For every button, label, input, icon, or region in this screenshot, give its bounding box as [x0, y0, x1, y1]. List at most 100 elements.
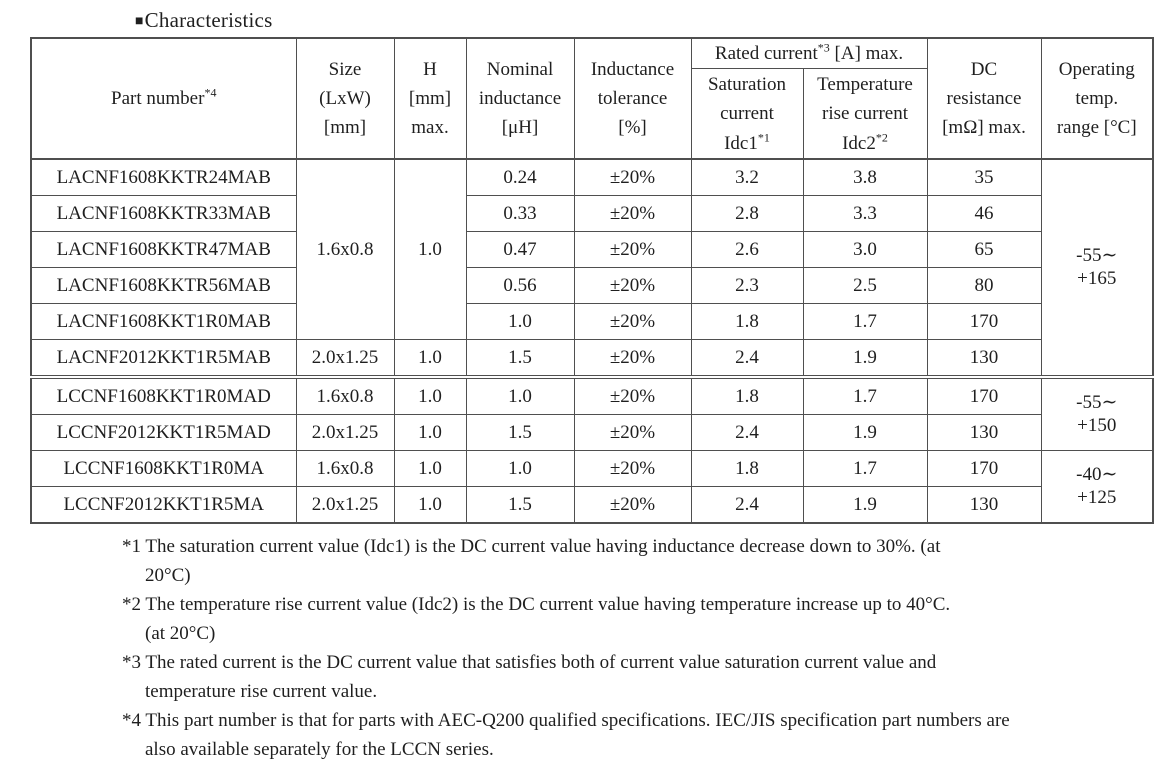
footnote-marker: *3: [122, 652, 141, 674]
tolerance-cell: ±20%: [573, 158, 692, 197]
tolerance-cell: ±20%: [573, 486, 692, 524]
table-row: LACNF1608KKTR56MAB 0.56 ±20% 2.3 2.5 80: [30, 267, 1153, 305]
part-number-cell: LCCNF2012KKT1R5MA: [30, 486, 297, 524]
idc1-cell: 2.6: [690, 231, 804, 269]
col-header-tolerance: Inductance tolerance [%]: [573, 37, 692, 160]
inductance-cell: 0.56: [465, 267, 575, 305]
idc1-cell: 1.8: [690, 375, 804, 416]
idc2-cell: 1.9: [802, 414, 928, 452]
part-number-cell: LACNF1608KKTR56MAB: [30, 267, 297, 305]
dc-resistance-cell: 170: [926, 450, 1042, 488]
tolerance-cell: ±20%: [573, 375, 692, 416]
idc1-cell: 2.3: [690, 267, 804, 305]
inductance-cell: 1.0: [465, 450, 575, 488]
col-header-dc-resistance: DC resistance [mΩ] max.: [926, 37, 1042, 160]
idc2-cell: 3.3: [802, 195, 928, 233]
inductance-cell: 0.47: [465, 231, 575, 269]
idc1-cell: 2.8: [690, 195, 804, 233]
part-number-cell: LACNF1608KKT1R0MAB: [30, 303, 297, 341]
header-row-2: Saturation current Idc1*1 Temperature ri…: [31, 68, 1153, 160]
table-row: LACNF1608KKT1R0MAB 1.0 ±20% 1.8 1.7 170: [30, 303, 1153, 341]
part-number-cell: LCCNF2012KKT1R5MAD: [30, 414, 297, 452]
inductance-cell: 1.0: [465, 375, 575, 416]
idc1-cell: 1.8: [690, 450, 804, 488]
col-header-operating-temp: Operating temp. range [°C]: [1040, 37, 1154, 160]
tolerance-cell: ±20%: [573, 231, 692, 269]
idc2-cell: 1.7: [802, 303, 928, 341]
height-cell: 1.0: [393, 414, 467, 452]
part-number-cell: LACNF1608KKTR24MAB: [30, 158, 297, 197]
page-title: ■Characteristics: [135, 8, 1176, 33]
footnote-text: This part number is that for parts with …: [145, 710, 1010, 761]
idc2-cell: 1.9: [802, 339, 928, 378]
footnote-4: *4 This part number is that for parts wi…: [122, 706, 1142, 764]
footnote-marker: *4: [122, 710, 141, 732]
dc-resistance-cell: 170: [926, 303, 1042, 341]
characteristics-table: Part number*4 Size (LxW) [mm] H [mm] max…: [30, 37, 1154, 525]
inductance-cell: 1.5: [465, 486, 575, 524]
tolerance-cell: ±20%: [573, 267, 692, 305]
idc2-cell: 1.7: [802, 450, 928, 488]
footnote-3: *3 The rated current is the DC current v…: [122, 648, 1142, 706]
part-number-cell: LCCNF1608KKT1R0MA: [30, 450, 297, 488]
footnote-text: The saturation current value (Idc1) is t…: [145, 536, 941, 587]
size-cell: 1.6x0.8: [295, 158, 395, 341]
dc-resistance-cell: 35: [926, 158, 1042, 197]
size-cell: 2.0x1.25: [295, 486, 395, 524]
idc1-cell: 2.4: [690, 339, 804, 378]
idc1-cell: 2.4: [690, 486, 804, 524]
footnote-text: The temperature rise current value (Idc2…: [145, 594, 951, 645]
table-row: LACNF1608KKTR47MAB 0.47 ±20% 2.6 3.0 65: [30, 231, 1153, 269]
height-cell: 1.0: [393, 339, 467, 378]
height-cell: 1.0: [393, 450, 467, 488]
inductance-cell: 1.5: [465, 414, 575, 452]
table-row: LCCNF1608KKT1R0MAD 1.6x0.8 1.0 1.0 ±20% …: [30, 375, 1154, 452]
idc1-cell: 2.4: [690, 414, 804, 452]
footnote-1: *1 The saturation current value (Idc1) i…: [122, 532, 1142, 590]
size-cell: 2.0x1.25: [295, 339, 395, 378]
footnote-marker: *2: [122, 594, 141, 616]
table-row: LCCNF2012KKT1R5MA 2.0x1.25 1.0 1.5 ±20% …: [30, 486, 1153, 524]
col-header-rated-current: Rated current*3 [A] max.: [690, 37, 928, 70]
footnote-ref-4: *4: [204, 85, 217, 100]
part-number-cell: LACNF2012KKT1R5MAB: [30, 339, 297, 378]
inductance-cell: 1.0: [465, 303, 575, 341]
tolerance-cell: ±20%: [573, 414, 692, 452]
idc2-cell: 1.9: [802, 486, 928, 524]
square-bullet-icon: ■: [135, 14, 144, 29]
inductance-cell: 0.24: [465, 158, 575, 197]
size-cell: 1.6x0.8: [295, 450, 395, 488]
dc-resistance-cell: 130: [926, 414, 1042, 452]
part-number-cell: LACNF1608KKTR47MAB: [30, 231, 297, 269]
idc1-cell: 3.2: [690, 158, 804, 197]
dc-resistance-cell: 65: [926, 231, 1042, 269]
col-header-size: Size (LxW) [mm]: [295, 37, 395, 160]
tolerance-cell: ±20%: [573, 303, 692, 341]
height-cell: 1.0: [393, 375, 467, 416]
part-number-cell: LCCNF1608KKT1R0MAD: [30, 375, 297, 416]
size-cell: 2.0x1.25: [295, 414, 395, 452]
table-row: LCCNF1608KKT1R0MA 1.6x0.8 1.0 1.0 ±20% 1…: [30, 450, 1154, 524]
tolerance-cell: ±20%: [573, 195, 692, 233]
idc1-cell: 1.8: [690, 303, 804, 341]
inductance-cell: 1.5: [465, 339, 575, 378]
part-number-cell: LACNF1608KKTR33MAB: [30, 195, 297, 233]
table-row: LACNF1608KKTR33MAB 0.33 ±20% 2.8 3.3 46: [30, 195, 1153, 233]
idc2-cell: 3.0: [802, 231, 928, 269]
tolerance-cell: ±20%: [573, 339, 692, 378]
col-header-part-number: Part number*4: [30, 37, 297, 160]
height-cell: 1.0: [393, 486, 467, 524]
footnote-ref-2: *2: [875, 130, 888, 145]
dc-resistance-cell: 46: [926, 195, 1042, 233]
idc2-cell: 1.7: [802, 375, 928, 416]
table-row: LCCNF2012KKT1R5MAD 2.0x1.25 1.0 1.5 ±20%…: [30, 414, 1153, 452]
footnote-marker: *1: [122, 536, 141, 558]
col-header-temp-rise-current: Temperature rise current Idc2*2: [802, 68, 928, 160]
col-header-height: H [mm] max.: [393, 37, 467, 160]
tolerance-cell: ±20%: [573, 450, 692, 488]
footnote-2: *2 The temperature rise current value (I…: [122, 590, 1142, 648]
dc-resistance-cell: 130: [926, 486, 1042, 524]
operating-temp-cell: -55∼ +150: [1040, 375, 1154, 452]
footnotes: *1 The saturation current value (Idc1) i…: [122, 532, 1142, 764]
footnote-text: The rated current is the DC current valu…: [145, 652, 937, 703]
